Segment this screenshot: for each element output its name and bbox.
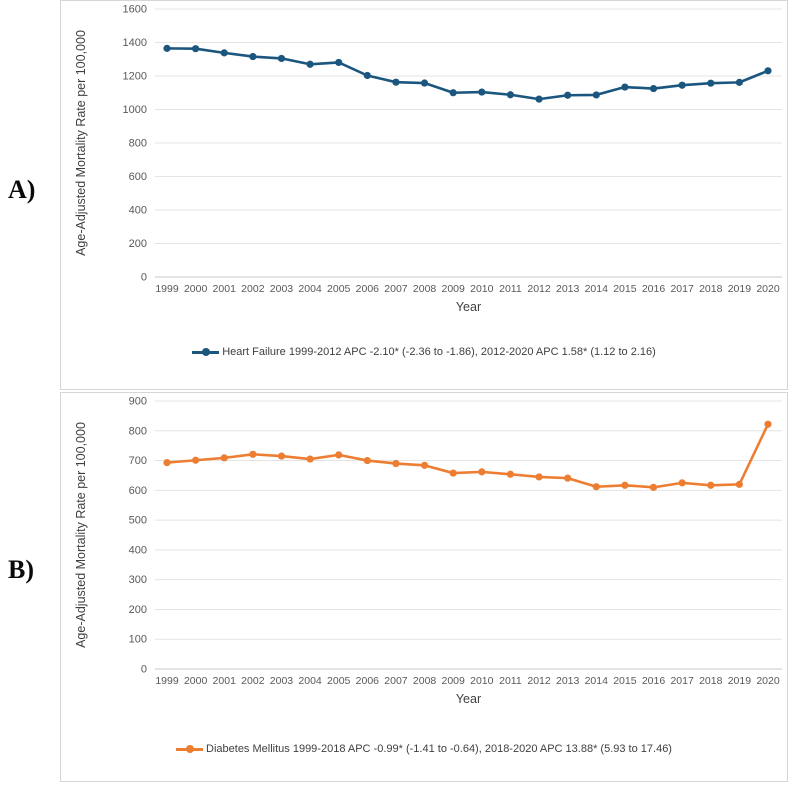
svg-text:400: 400 bbox=[129, 544, 147, 556]
svg-text:2019: 2019 bbox=[728, 283, 752, 295]
svg-text:1600: 1600 bbox=[123, 4, 147, 16]
svg-text:2012: 2012 bbox=[527, 675, 551, 687]
svg-text:2008: 2008 bbox=[413, 283, 437, 295]
legend-label-heart-failure: Heart Failure 1999-2012 APC -2.10* (-2.3… bbox=[222, 346, 656, 358]
svg-text:2009: 2009 bbox=[442, 283, 466, 295]
svg-text:700: 700 bbox=[129, 455, 147, 467]
svg-text:2020: 2020 bbox=[756, 675, 780, 687]
svg-text:2001: 2001 bbox=[213, 283, 237, 295]
svg-text:2004: 2004 bbox=[298, 283, 322, 295]
panel-a-label: A) bbox=[8, 175, 36, 204]
svg-text:1000: 1000 bbox=[123, 104, 147, 116]
svg-text:1400: 1400 bbox=[123, 37, 147, 49]
svg-text:2007: 2007 bbox=[384, 283, 408, 295]
svg-text:2015: 2015 bbox=[613, 283, 637, 295]
svg-text:1200: 1200 bbox=[123, 71, 147, 83]
svg-text:2016: 2016 bbox=[642, 675, 666, 687]
svg-text:400: 400 bbox=[129, 205, 147, 217]
svg-text:2002: 2002 bbox=[241, 283, 265, 295]
svg-text:500: 500 bbox=[129, 515, 147, 527]
svg-text:600: 600 bbox=[129, 171, 147, 183]
svg-text:2015: 2015 bbox=[613, 675, 637, 687]
svg-text:200: 200 bbox=[129, 238, 147, 250]
svg-text:100: 100 bbox=[129, 634, 147, 646]
svg-text:2000: 2000 bbox=[184, 675, 208, 687]
heart-failure-line-chart: 0 200 400 600 800 1000 1200 1400 1600 Age-Adjuste… bbox=[74, 4, 782, 314]
svg-text:2017: 2017 bbox=[670, 675, 694, 687]
svg-text:2006: 2006 bbox=[356, 283, 380, 295]
svg-text:0: 0 bbox=[141, 272, 147, 284]
svg-text:2018: 2018 bbox=[699, 675, 723, 687]
svg-text:2010: 2010 bbox=[470, 283, 494, 295]
svg-text:300: 300 bbox=[129, 574, 147, 586]
svg-text:2008: 2008 bbox=[413, 675, 437, 687]
svg-text:2017: 2017 bbox=[670, 283, 694, 295]
svg-text:Age-Adjusted Mortality Rate pe: Age-Adjusted Mortality Rate per 100,000 bbox=[74, 30, 88, 256]
svg-text:2013: 2013 bbox=[556, 283, 580, 295]
svg-text:2012: 2012 bbox=[527, 283, 551, 295]
svg-text:Year: Year bbox=[456, 692, 481, 706]
chart-panel-b: 0 100 200 300 400 500 600 700 800 900 Age-Adjusted… bbox=[60, 392, 788, 782]
svg-text:0: 0 bbox=[141, 664, 147, 676]
svg-text:2020: 2020 bbox=[756, 283, 780, 295]
svg-text:800: 800 bbox=[129, 138, 147, 150]
svg-text:Year: Year bbox=[456, 300, 481, 314]
svg-text:2002: 2002 bbox=[241, 675, 265, 687]
svg-text:2004: 2004 bbox=[298, 675, 322, 687]
svg-text:2000: 2000 bbox=[184, 283, 208, 295]
legend-label-diabetes-mellitus: Diabetes Mellitus 1999-2018 APC -0.99* (… bbox=[206, 743, 672, 755]
legend-a: Heart Failure 1999-2012 APC -2.10* (-2.3… bbox=[61, 346, 787, 358]
svg-text:2011: 2011 bbox=[499, 675, 522, 687]
svg-text:2009: 2009 bbox=[442, 675, 466, 687]
svg-text:1999: 1999 bbox=[155, 283, 179, 295]
svg-text:2003: 2003 bbox=[270, 283, 294, 295]
svg-text:2019: 2019 bbox=[728, 675, 752, 687]
svg-text:900: 900 bbox=[129, 396, 147, 408]
svg-text:Age-Adjusted Mortality Rate pe: Age-Adjusted Mortality Rate per 100,000 bbox=[74, 422, 88, 648]
svg-text:2001: 2001 bbox=[213, 675, 237, 687]
svg-text:800: 800 bbox=[129, 425, 147, 437]
diabetes-mellitus-line-chart: 0 100 200 300 400 500 600 700 800 900 Age-Adjusted… bbox=[74, 396, 782, 706]
svg-text:2018: 2018 bbox=[699, 283, 723, 295]
legend-line-marker-icon bbox=[176, 745, 204, 753]
svg-text:2016: 2016 bbox=[642, 283, 666, 295]
svg-text:600: 600 bbox=[129, 485, 147, 497]
svg-text:2011: 2011 bbox=[499, 283, 522, 295]
legend-b: Diabetes Mellitus 1999-2018 APC -0.99* (… bbox=[61, 743, 787, 755]
svg-text:200: 200 bbox=[129, 604, 147, 616]
svg-text:2007: 2007 bbox=[384, 675, 408, 687]
svg-text:2005: 2005 bbox=[327, 675, 351, 687]
svg-text:2010: 2010 bbox=[470, 675, 494, 687]
svg-text:2014: 2014 bbox=[585, 675, 609, 687]
svg-text:2003: 2003 bbox=[270, 675, 294, 687]
legend-line-marker-icon bbox=[192, 348, 220, 356]
panel-b-label: B) bbox=[8, 555, 34, 584]
svg-text:1999: 1999 bbox=[155, 675, 179, 687]
svg-text:2013: 2013 bbox=[556, 675, 580, 687]
svg-text:2005: 2005 bbox=[327, 283, 351, 295]
svg-text:2006: 2006 bbox=[356, 675, 380, 687]
chart-panel-a: 0 200 400 600 800 1000 1200 1400 1600 Age-Adjuste… bbox=[60, 0, 788, 390]
svg-text:2014: 2014 bbox=[585, 283, 609, 295]
